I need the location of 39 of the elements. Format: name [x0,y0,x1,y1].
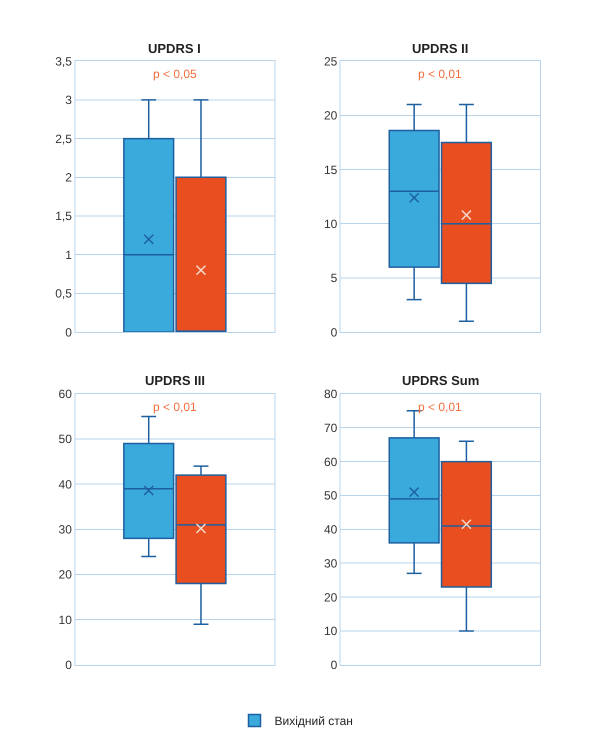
y-tick-label: 40 [58,477,72,492]
y-tick-label: 30 [324,556,338,570]
y-tick-label: 3,5 [55,54,72,68]
y-tick-label: 50 [324,488,338,503]
y-tick-label: 15 [324,162,338,177]
legend-label: Вихідний стан [274,714,353,728]
y-tick-label: 5 [330,271,338,286]
y-tick-label: 20 [58,568,72,582]
chart-title: UPDRS III [145,373,205,388]
y-tick-label: 2,5 [55,132,72,146]
y-tick-label: 10 [58,612,72,627]
y-tick-label: 40 [324,522,338,537]
y-tick-label: 0 [65,325,72,340]
y-tick-label: 3 [65,93,72,108]
y-tick-label: 30 [58,522,72,537]
y-tick-label: 1 [65,248,72,262]
y-tick-label: 60 [58,387,72,402]
annotation: p < 0,01 [418,67,462,81]
y-tick-label: 25 [324,54,338,68]
y-tick-label: 80 [324,387,338,402]
chart-title: UPDRS Sum [402,373,480,388]
y-tick-label: 50 [58,432,72,446]
y-tick-label: 10 [324,216,338,231]
chart-title: UPDRS I [148,41,201,56]
y-tick-label: 70 [324,420,338,435]
annotation: p < 0,05 [153,67,198,81]
y-tick-label: 0,5 [55,286,72,301]
annotation: p < 0,01 [153,400,198,414]
y-tick-label: 0 [330,658,338,672]
y-tick-label: 0 [65,658,72,672]
y-tick-label: 10 [324,624,338,638]
y-tick-label: 1,5 [55,209,72,224]
y-tick-label: 60 [324,454,338,469]
chart-title: UPDRS II [412,41,468,56]
y-tick-label: 20 [324,108,338,123]
y-tick-label: 2 [65,170,72,184]
y-tick-label: 0 [330,325,338,340]
annotation: p < 0,01 [418,400,462,414]
y-tick-label: 20 [324,590,338,604]
